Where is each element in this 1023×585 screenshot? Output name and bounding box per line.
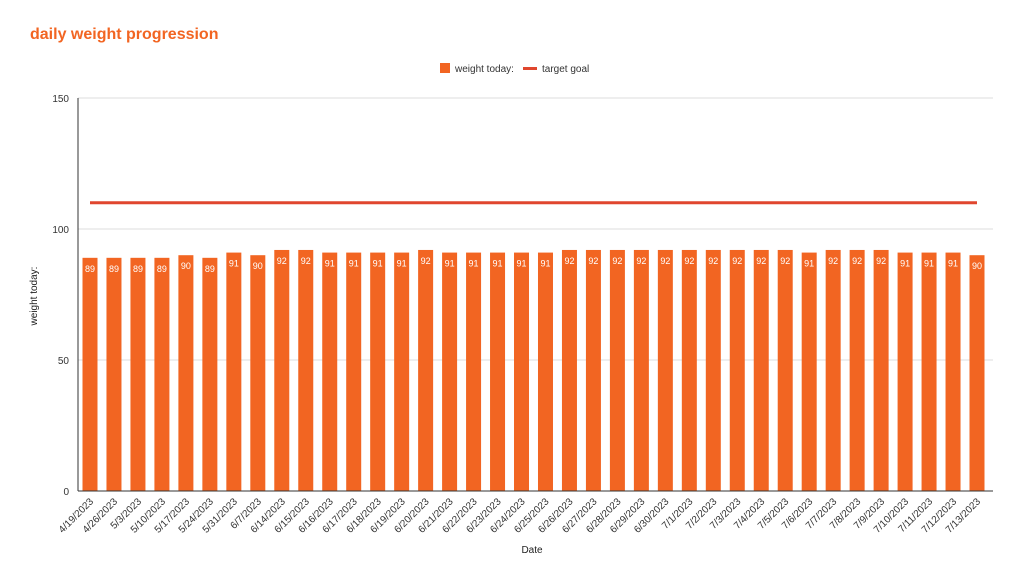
bar bbox=[729, 249, 745, 491]
bar-value-label: 92 bbox=[780, 256, 790, 266]
bar bbox=[370, 252, 386, 491]
bar bbox=[585, 249, 601, 491]
bar bbox=[849, 249, 865, 491]
bar-value-label: 92 bbox=[588, 256, 598, 266]
bar-value-label: 91 bbox=[469, 259, 479, 269]
bar-value-label: 91 bbox=[493, 259, 503, 269]
bar-value-label: 91 bbox=[804, 259, 814, 269]
y-axis-title: weight today: bbox=[29, 267, 40, 327]
bar bbox=[873, 249, 889, 491]
bar bbox=[753, 249, 769, 491]
bar-value-label: 89 bbox=[157, 264, 167, 274]
bar bbox=[226, 252, 242, 491]
bar bbox=[657, 249, 673, 491]
y-tick-label: 150 bbox=[52, 94, 69, 105]
bar-value-label: 91 bbox=[445, 259, 455, 269]
bar bbox=[394, 252, 410, 491]
bar bbox=[633, 249, 649, 491]
bar-value-label: 92 bbox=[876, 256, 886, 266]
bar-value-label: 91 bbox=[397, 259, 407, 269]
bar-value-label: 92 bbox=[684, 256, 694, 266]
bar-value-label: 91 bbox=[325, 259, 335, 269]
bar bbox=[609, 249, 625, 491]
legend-label-weight: weight today: bbox=[454, 64, 514, 75]
bar-value-label: 92 bbox=[636, 256, 646, 266]
bar-value-label: 89 bbox=[133, 264, 143, 274]
bar-value-label: 92 bbox=[756, 256, 766, 266]
y-tick-label: 0 bbox=[63, 487, 69, 498]
bar bbox=[178, 255, 194, 491]
bar bbox=[681, 249, 697, 491]
bar-value-label: 91 bbox=[229, 259, 239, 269]
bar-value-label: 91 bbox=[349, 259, 359, 269]
bar bbox=[561, 249, 577, 491]
bar bbox=[130, 257, 146, 491]
bar bbox=[705, 249, 721, 491]
bar-value-label: 89 bbox=[205, 264, 215, 274]
bar bbox=[322, 252, 338, 491]
bar bbox=[897, 252, 913, 491]
bar-value-label: 91 bbox=[373, 259, 383, 269]
bar bbox=[537, 252, 553, 491]
y-tick-label: 50 bbox=[58, 356, 70, 367]
bar bbox=[82, 257, 98, 491]
bar bbox=[202, 257, 218, 491]
bar-value-label: 92 bbox=[732, 256, 742, 266]
bar-value-label: 92 bbox=[421, 256, 431, 266]
legend-swatch-target bbox=[523, 67, 537, 70]
bar bbox=[777, 249, 793, 491]
bar-value-label: 92 bbox=[612, 256, 622, 266]
bar-value-label: 92 bbox=[852, 256, 862, 266]
bar-value-label: 91 bbox=[517, 259, 527, 269]
legend-label-target: target goal bbox=[542, 64, 589, 75]
bar-value-label: 91 bbox=[924, 259, 934, 269]
chart-title: daily weight progression bbox=[30, 26, 219, 43]
bar-value-label: 92 bbox=[564, 256, 574, 266]
bar-value-label: 90 bbox=[181, 261, 191, 271]
bar bbox=[274, 249, 290, 491]
legend: weight today: target goal bbox=[440, 63, 589, 75]
bar bbox=[154, 257, 170, 491]
legend-swatch-weight bbox=[440, 63, 450, 73]
bar-value-label: 92 bbox=[708, 256, 718, 266]
bar bbox=[514, 252, 530, 491]
bar bbox=[466, 252, 482, 491]
bar bbox=[250, 255, 266, 491]
bar-value-label: 89 bbox=[85, 264, 95, 274]
bar bbox=[945, 252, 961, 491]
bar bbox=[969, 255, 985, 491]
bar-value-label: 92 bbox=[828, 256, 838, 266]
bar bbox=[825, 249, 841, 491]
bar bbox=[346, 252, 362, 491]
x-axis-title: Date bbox=[521, 545, 543, 556]
y-tick-label: 100 bbox=[52, 225, 69, 236]
bar-value-label: 89 bbox=[109, 264, 119, 274]
bar bbox=[490, 252, 506, 491]
bar-series: 89 89 89 89 90 89 91 90 92 92 91 91 91 91 92 91 91 91 91 91… bbox=[82, 249, 985, 491]
bar-value-label: 90 bbox=[253, 261, 263, 271]
bar bbox=[298, 249, 314, 491]
bar bbox=[442, 252, 458, 491]
bar-value-label: 92 bbox=[660, 256, 670, 266]
bar bbox=[418, 249, 434, 491]
bar-value-label: 92 bbox=[277, 256, 287, 266]
bar bbox=[106, 257, 122, 491]
bar-value-label: 91 bbox=[900, 259, 910, 269]
bar bbox=[921, 252, 937, 491]
bar-value-label: 92 bbox=[301, 256, 311, 266]
bar-value-label: 91 bbox=[948, 259, 958, 269]
bar-value-label: 91 bbox=[540, 259, 550, 269]
bar-value-label: 90 bbox=[972, 261, 982, 271]
bar bbox=[801, 252, 817, 491]
